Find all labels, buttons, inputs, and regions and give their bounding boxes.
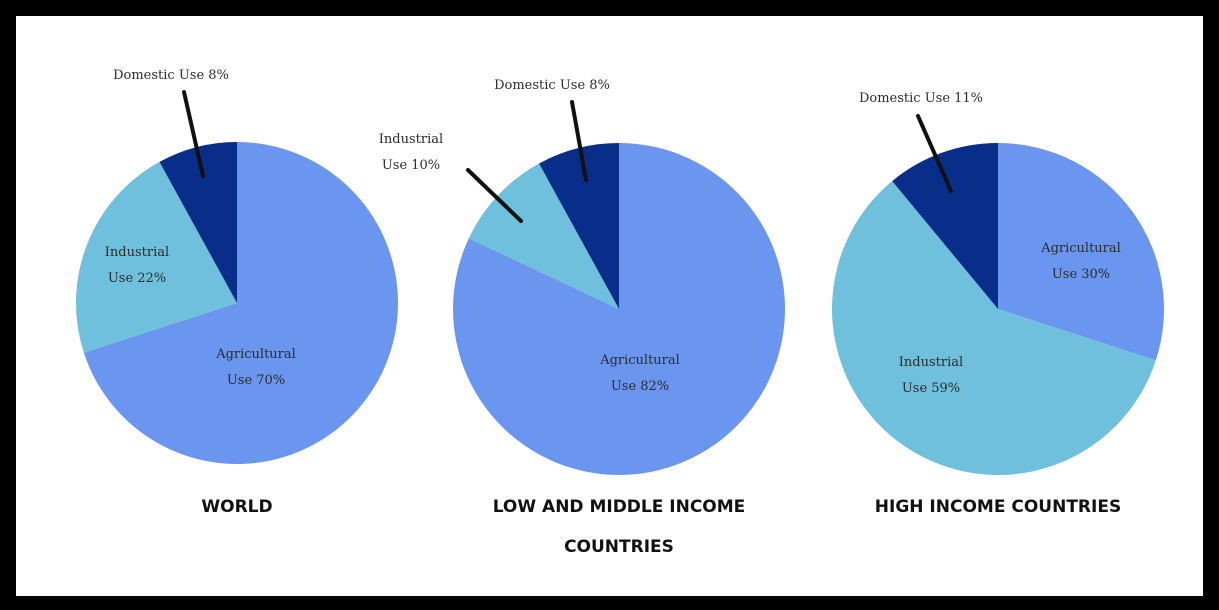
- leader-line-domestic: [182, 90, 205, 178]
- slice-label-industrial: Industrial Use 10%: [379, 132, 443, 173]
- pie-chart-2: Agricultural Use 82% Industrial Use 10% Dome…: [379, 78, 786, 557]
- chart-title: WORLD: [201, 497, 272, 517]
- pie-slice-industrial: [75, 161, 238, 353]
- pie-slice-domestic: [539, 143, 619, 309]
- pie-slice-agricultural: [83, 142, 399, 465]
- slice-label-agricultural: Agricultural Use 30%: [1040, 241, 1121, 282]
- slice-label-agricultural: Agricultural Use 82%: [599, 353, 680, 394]
- pie-slice-industrial: [468, 163, 619, 309]
- slice-label-domestic: Domestic Use 8%: [113, 68, 229, 83]
- slice-label-agricultural: Agricultural Use 70%: [215, 347, 296, 388]
- pie-chart-3: Agricultural Use 30% Industrial Use 59% Dome…: [832, 91, 1165, 517]
- pie-slice-agricultural: [998, 143, 1165, 361]
- chart-title: LOW AND MIDDLE INCOME COUNTRIES: [493, 497, 746, 557]
- pie-chart-1: Agricultural Use 70% Industrial Use 22% Dome…: [75, 68, 399, 517]
- slice-label-industrial: Industrial Use 22%: [105, 245, 169, 286]
- chart-title: HIGH INCOME COUNTRIES: [875, 497, 1121, 517]
- slice-label-domestic: Domestic Use 8%: [494, 78, 610, 93]
- pie-charts-canvas: Agricultural Use 70% Industrial Use 22% Dome…: [75, 68, 1165, 557]
- pie-slice-industrial: [832, 181, 1156, 475]
- pie-slice-domestic: [159, 142, 237, 303]
- chart-frame: Agricultural Use 70% Industrial Use 22% Dome…: [16, 16, 1203, 596]
- leader-line-domestic: [916, 114, 953, 193]
- leader-line-domestic: [570, 100, 588, 182]
- leader-line-industrial: [466, 168, 523, 223]
- pie-slice-domestic: [892, 143, 998, 309]
- pie-slice-agricultural: [453, 143, 786, 475]
- slice-label-industrial: Industrial Use 59%: [899, 355, 963, 396]
- slice-label-domestic: Domestic Use 11%: [859, 91, 983, 106]
